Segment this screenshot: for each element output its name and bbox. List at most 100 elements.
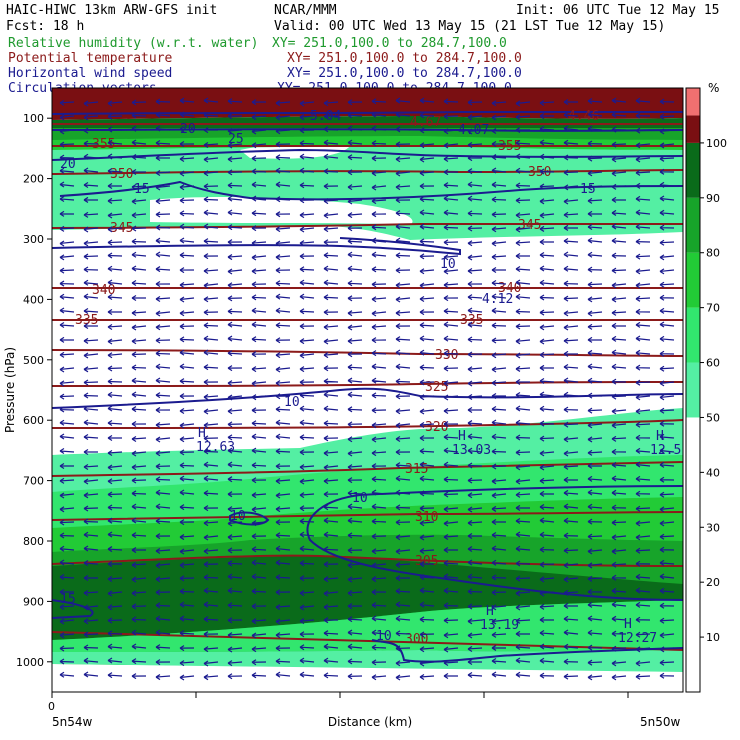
wind-vector bbox=[251, 181, 267, 188]
max-marker: H bbox=[458, 429, 466, 444]
wind-vector bbox=[251, 99, 267, 106]
wind-vector bbox=[395, 378, 411, 385]
wind-vector bbox=[107, 153, 123, 160]
wind-vector bbox=[323, 378, 339, 385]
wind-vector bbox=[59, 532, 75, 539]
wind-vector bbox=[491, 226, 507, 233]
colorbar-band bbox=[686, 362, 700, 418]
wind-vector bbox=[563, 436, 579, 443]
wind-vector bbox=[443, 209, 459, 216]
wind-vector bbox=[395, 282, 411, 289]
wind-vector bbox=[59, 293, 75, 300]
wind-vector bbox=[299, 167, 315, 174]
colorbar-band bbox=[686, 88, 700, 116]
wind-vector bbox=[611, 196, 627, 203]
wind-vector bbox=[155, 125, 171, 132]
wind-vector bbox=[443, 506, 459, 513]
wind-vector bbox=[227, 408, 243, 415]
wind-vector bbox=[371, 576, 387, 583]
wind-vector bbox=[515, 671, 531, 678]
wind-vector bbox=[587, 575, 603, 582]
wind-vector bbox=[227, 98, 243, 105]
wind-vector bbox=[251, 520, 267, 527]
wind-vector bbox=[299, 671, 315, 678]
wind-vector bbox=[611, 461, 627, 468]
wind-vector bbox=[155, 463, 171, 470]
wind-vector bbox=[83, 114, 99, 121]
colorbar: 10 20 30 40 50 60 70 80 90 100 bbox=[685, 87, 727, 693]
wind-vector bbox=[299, 266, 315, 273]
wind-vector bbox=[515, 449, 531, 456]
wind-vector bbox=[227, 365, 243, 372]
wind-vector bbox=[347, 184, 363, 191]
wind-vector bbox=[203, 209, 219, 216]
wind-vector bbox=[179, 296, 195, 303]
wind-vector bbox=[131, 99, 147, 106]
wind-vector bbox=[59, 477, 75, 484]
wind-vector bbox=[395, 252, 411, 259]
wind-vector bbox=[659, 559, 675, 566]
wind-vector bbox=[347, 251, 363, 258]
wind-vector bbox=[515, 113, 531, 120]
wind-vector bbox=[563, 154, 579, 161]
wind-vector bbox=[491, 644, 507, 651]
wind-vector bbox=[203, 587, 219, 594]
wind-vector bbox=[371, 589, 387, 596]
wind-vector bbox=[371, 170, 387, 177]
wind-vector bbox=[395, 449, 411, 456]
wind-vector bbox=[563, 350, 579, 357]
wind-vector bbox=[635, 434, 651, 441]
min-value: 4.12 bbox=[482, 292, 513, 307]
wind-vector bbox=[251, 603, 267, 610]
wind-vector bbox=[227, 617, 243, 624]
wind-vector bbox=[659, 113, 675, 120]
wind-vector bbox=[395, 462, 411, 469]
wind-vector bbox=[419, 156, 435, 163]
wind-vector bbox=[443, 491, 459, 498]
wind-vector bbox=[371, 111, 387, 118]
wind-vector bbox=[155, 237, 171, 244]
wind-vector bbox=[347, 112, 363, 119]
y-tick-label: 400 bbox=[23, 293, 44, 306]
wind-vector bbox=[443, 447, 459, 454]
wind-vector bbox=[203, 170, 219, 177]
wind-vector bbox=[563, 658, 579, 665]
wind-vector bbox=[539, 503, 555, 510]
wind-vector bbox=[179, 210, 195, 217]
wind-vector bbox=[587, 462, 603, 469]
wind-vector bbox=[203, 127, 219, 134]
wind-vector bbox=[563, 125, 579, 132]
wind-vector bbox=[395, 363, 411, 370]
wind-vector bbox=[83, 181, 99, 188]
wind-vector bbox=[539, 490, 555, 497]
wind-vector bbox=[443, 182, 459, 189]
wind-vector bbox=[227, 534, 243, 541]
wind-vector bbox=[515, 279, 531, 286]
wind-vector bbox=[275, 406, 291, 413]
wind-vector bbox=[179, 393, 195, 400]
wind-vector bbox=[275, 366, 291, 373]
wind-vector bbox=[299, 114, 315, 121]
wind-vector bbox=[515, 504, 531, 511]
wind-vector bbox=[323, 590, 339, 597]
wind-vector bbox=[275, 196, 291, 203]
wind-vector bbox=[563, 643, 579, 650]
wind-vector bbox=[251, 307, 267, 314]
wind-vector bbox=[131, 295, 147, 302]
wind-vector bbox=[563, 391, 579, 398]
wind-vector bbox=[659, 546, 675, 553]
wind-vector bbox=[131, 435, 147, 443]
wind-label: 10 bbox=[440, 257, 456, 272]
wind-vector bbox=[659, 461, 675, 468]
wind-vector bbox=[371, 98, 387, 105]
wind-vector bbox=[395, 210, 411, 217]
wind-vector bbox=[539, 546, 555, 553]
wind-vector bbox=[179, 475, 195, 482]
wind-vector bbox=[179, 575, 195, 582]
wind-vector bbox=[491, 545, 507, 552]
wind-vector bbox=[179, 504, 195, 511]
wind-vector bbox=[299, 644, 315, 651]
wind-vector bbox=[395, 323, 411, 330]
wind-vector bbox=[251, 573, 267, 580]
wind-vector bbox=[275, 128, 291, 135]
